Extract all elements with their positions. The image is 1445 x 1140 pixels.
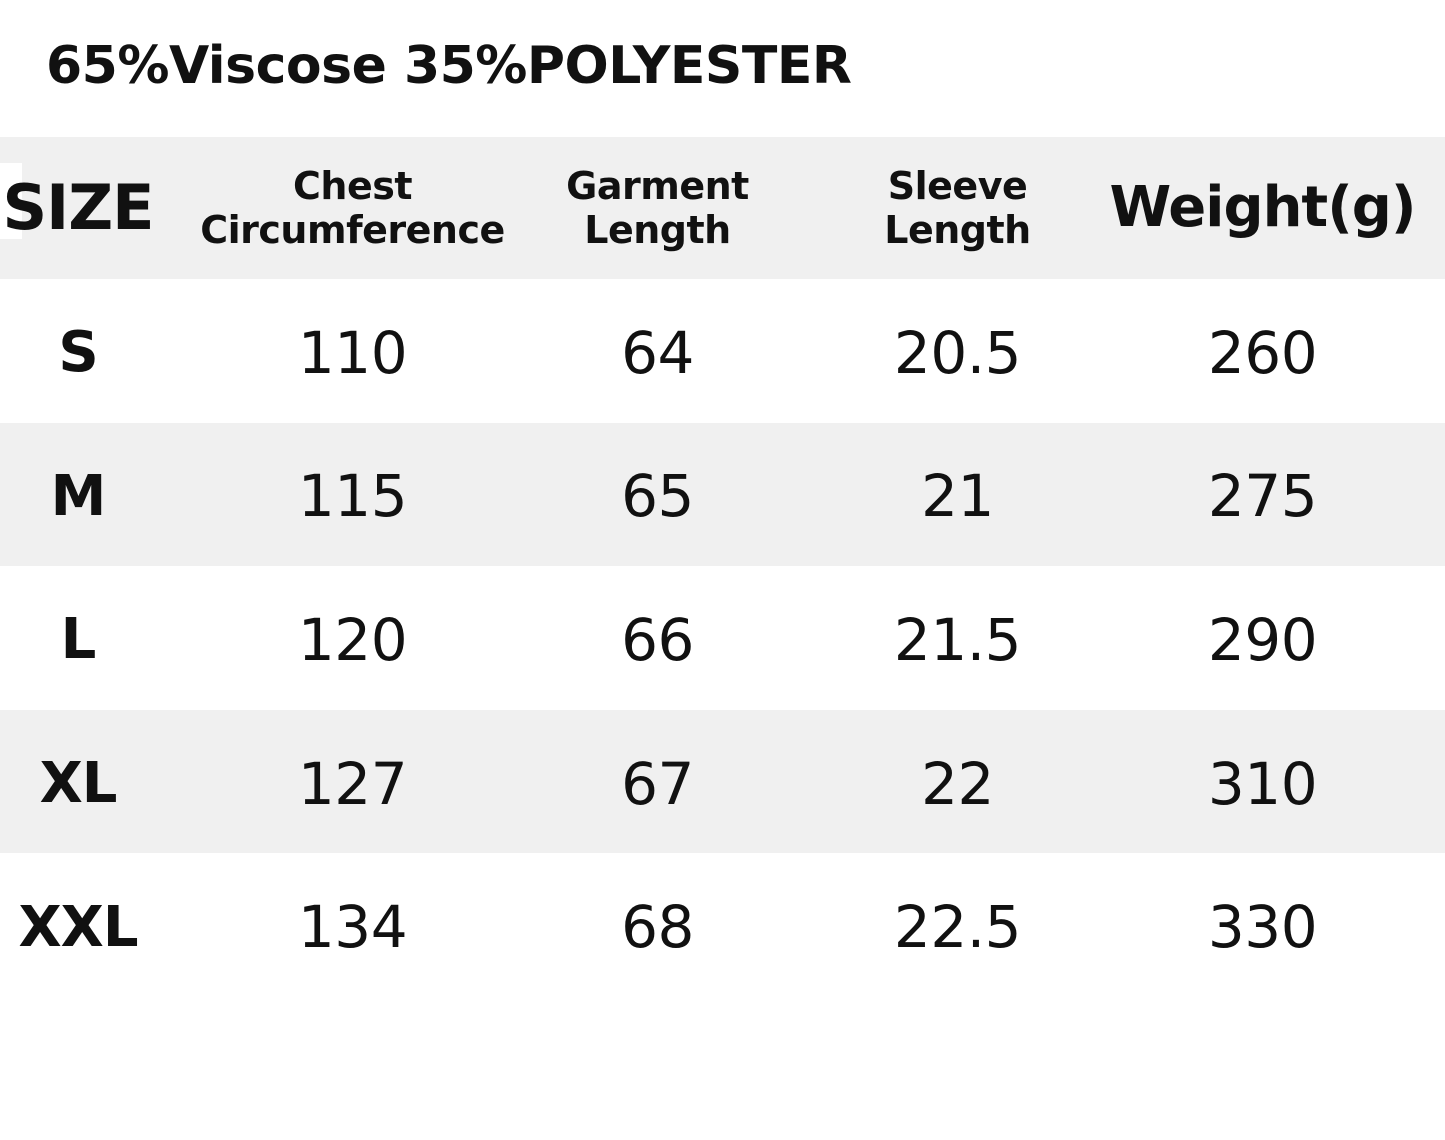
table-row: L 120 66 21.5 290 [0,566,1445,710]
garment-length-value: 67 [621,749,694,818]
chest-cell: 115 [200,423,505,567]
header-garment-length: Garment Length [566,164,749,252]
table-row: M 115 65 21 275 [0,422,1445,567]
garment-length-value: 64 [621,318,694,387]
garment-cell: 66 [535,566,780,710]
weight-value: 310 [1207,749,1318,818]
header-chest: Chest Circumference [200,164,505,252]
table-header-row: SIZE Chest Circumference Garment Length … [0,137,1445,279]
sleeve-cell: 22 [840,710,1075,854]
chest-value: 115 [297,462,408,531]
sleeve-cell: 22.5 [840,853,1075,997]
header-chest-line2: Circumference [200,208,505,252]
weight-value: 290 [1207,605,1318,674]
sleeve-length-value: 21.5 [893,605,1022,674]
garment-length-value: 68 [621,893,694,962]
size-label: L [60,607,97,673]
weight-cell: 260 [1125,279,1400,423]
table-row: XXL 134 68 22.5 330 [0,853,1445,997]
size-cell: S [0,279,156,423]
size-label: XL [39,751,118,817]
sleeve-cell: 20.5 [840,279,1075,423]
header-weight-cell: Weight(g) [1110,137,1417,279]
chest-cell: 134 [200,853,505,997]
header-weight: Weight(g) [1109,175,1417,240]
chest-value: 134 [297,893,408,962]
size-cell: M [0,423,156,567]
header-size: SIZE [2,171,154,244]
header-garment-line1: Garment [566,164,749,208]
sleeve-cell: 21.5 [840,566,1075,710]
size-label: XXL [18,894,138,960]
weight-cell: 310 [1125,710,1400,854]
sleeve-length-value: 21 [921,462,994,531]
size-label: M [50,463,107,529]
garment-cell: 67 [535,710,780,854]
header-garment-cell: Garment Length [535,137,780,279]
weight-cell: 290 [1125,566,1400,710]
header-sleeve-line2: Length [884,208,1031,252]
chest-value: 120 [297,605,408,674]
garment-cell: 65 [535,423,780,567]
table-row: XL 127 67 22 310 [0,709,1445,854]
sleeve-length-value: 22.5 [893,893,1022,962]
chest-cell: 127 [200,710,505,854]
garment-length-value: 65 [621,462,694,531]
header-notch [0,163,22,239]
size-cell: XL [0,710,156,854]
header-size-cell: SIZE [0,137,156,279]
chest-cell: 110 [200,279,505,423]
chest-cell: 120 [200,566,505,710]
header-sleeve-cell: Sleeve Length [840,137,1075,279]
weight-value: 330 [1207,893,1318,962]
size-cell: L [0,566,156,710]
weight-cell: 275 [1125,423,1400,567]
sleeve-length-value: 20.5 [893,318,1022,387]
sleeve-cell: 21 [840,423,1075,567]
size-chart-table: SIZE Chest Circumference Garment Length … [0,137,1445,997]
chest-value: 127 [297,749,408,818]
table-row: S 110 64 20.5 260 [0,279,1445,423]
size-label: S [58,320,98,386]
garment-cell: 68 [535,853,780,997]
material-title: 65%Viscose 35%POLYESTER [46,36,852,96]
header-chest-line1: Chest [293,164,412,208]
header-sleeve-length: Sleeve Length [884,164,1031,252]
weight-value: 260 [1207,318,1318,387]
garment-length-value: 66 [621,605,694,674]
weight-cell: 330 [1125,853,1400,997]
chest-value: 110 [297,318,408,387]
size-cell: XXL [0,853,156,997]
sleeve-length-value: 22 [921,749,994,818]
header-chest-cell: Chest Circumference [200,137,505,279]
header-sleeve-line1: Sleeve [887,164,1028,208]
weight-value: 275 [1207,462,1318,531]
header-garment-line2: Length [584,208,731,252]
garment-cell: 64 [535,279,780,423]
